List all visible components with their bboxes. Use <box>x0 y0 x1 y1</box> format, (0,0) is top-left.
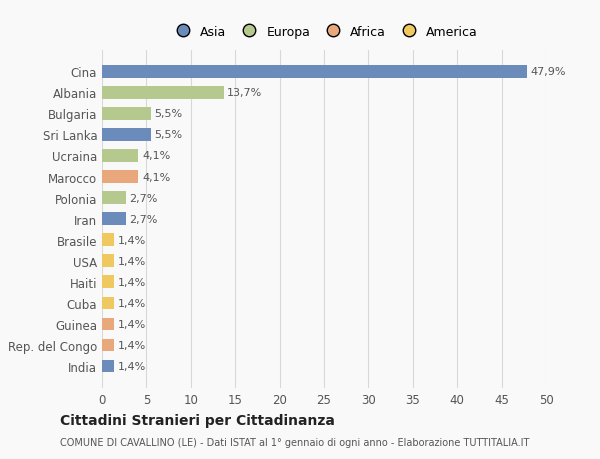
Bar <box>102 339 115 352</box>
Bar <box>102 360 115 373</box>
Text: 1,4%: 1,4% <box>118 298 146 308</box>
Bar <box>102 66 527 78</box>
Text: 2,7%: 2,7% <box>130 214 158 224</box>
Text: 4,1%: 4,1% <box>142 151 170 161</box>
Bar <box>102 318 115 330</box>
Text: 1,4%: 1,4% <box>118 235 146 245</box>
Text: 1,4%: 1,4% <box>118 361 146 371</box>
Text: COMUNE DI CAVALLINO (LE) - Dati ISTAT al 1° gennaio di ogni anno - Elaborazione : COMUNE DI CAVALLINO (LE) - Dati ISTAT al… <box>60 437 529 447</box>
Legend: Asia, Europa, Africa, America: Asia, Europa, Africa, America <box>167 23 481 41</box>
Bar <box>102 129 151 141</box>
Text: 47,9%: 47,9% <box>531 67 566 77</box>
Text: 1,4%: 1,4% <box>118 256 146 266</box>
Text: Cittadini Stranieri per Cittadinanza: Cittadini Stranieri per Cittadinanza <box>60 414 335 428</box>
Text: 5,5%: 5,5% <box>154 109 182 119</box>
Text: 1,4%: 1,4% <box>118 319 146 329</box>
Bar <box>102 150 139 162</box>
Text: 2,7%: 2,7% <box>130 193 158 203</box>
Bar <box>102 213 126 225</box>
Bar <box>102 276 115 289</box>
Bar <box>102 255 115 268</box>
Bar <box>102 297 115 309</box>
Text: 1,4%: 1,4% <box>118 277 146 287</box>
Bar <box>102 234 115 246</box>
Text: 5,5%: 5,5% <box>154 130 182 140</box>
Bar <box>102 87 224 100</box>
Text: 13,7%: 13,7% <box>227 88 262 98</box>
Text: 1,4%: 1,4% <box>118 340 146 350</box>
Text: 4,1%: 4,1% <box>142 172 170 182</box>
Bar <box>102 171 139 184</box>
Bar <box>102 108 151 120</box>
Bar <box>102 192 126 204</box>
